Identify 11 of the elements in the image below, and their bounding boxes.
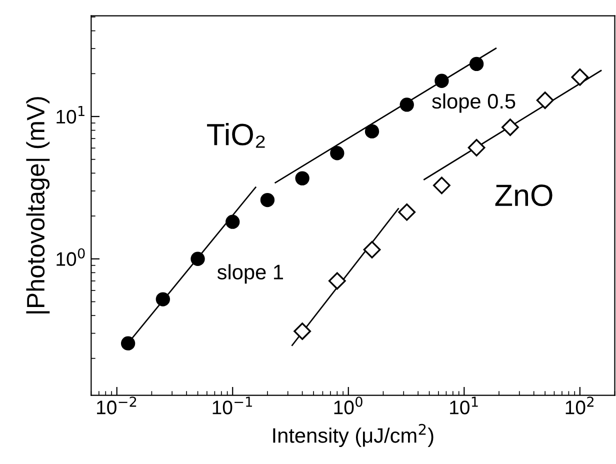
y-axis-title: |Photovoltage| (mV) — [26, 97, 50, 314]
x-tick-label: 10$^{1}$ — [450, 396, 478, 414]
series-label: TiO₂ — [207, 122, 265, 148]
x-tick-label: 10$^{0}$ — [334, 396, 362, 414]
series-label: slope 1 — [217, 264, 283, 284]
x-tick-label: 10$^{−2}$ — [97, 396, 136, 414]
x-tick-label: 10$^{−1}$ — [212, 396, 252, 414]
series-label: ZnO — [495, 184, 552, 206]
series-label: slope 0.5 — [432, 93, 516, 113]
x-axis-title: Intensity (μJ/cm$^{2}$) — [273, 424, 434, 447]
x-tick-label: 10$^{2}$ — [566, 396, 594, 414]
